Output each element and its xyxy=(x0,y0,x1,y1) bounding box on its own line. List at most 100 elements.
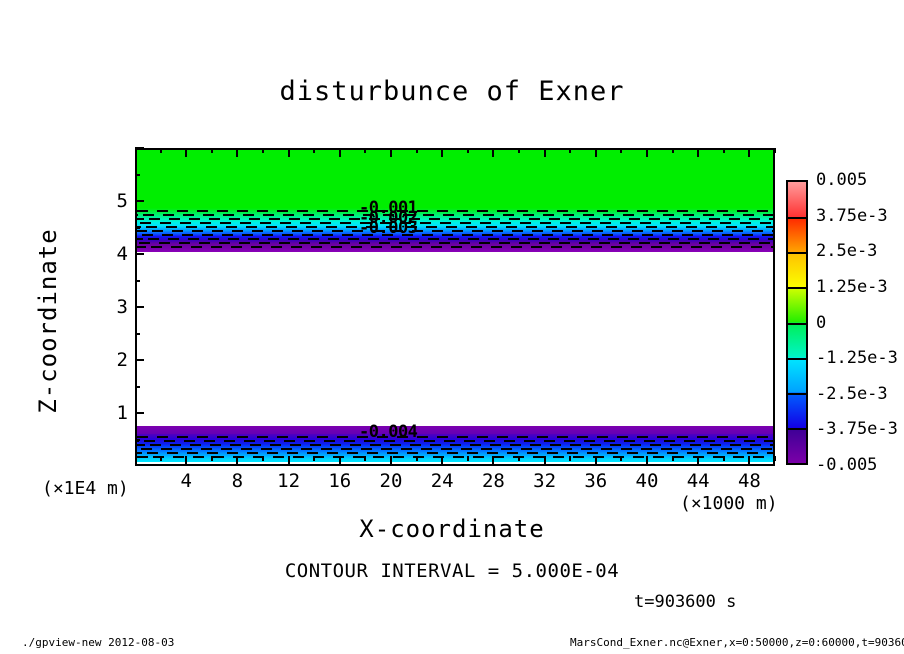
x-tick-minor xyxy=(364,148,367,153)
x-tick-minor xyxy=(620,148,623,153)
field-band-zero xyxy=(137,150,773,208)
y-axis-unit-label: (×1E4 m) xyxy=(42,478,129,499)
x-tick-major xyxy=(185,148,188,157)
x-tick-major xyxy=(697,456,700,465)
y-tick-major xyxy=(135,306,144,308)
x-tick-minor xyxy=(313,456,316,461)
x-tick-label: 28 xyxy=(481,470,505,492)
x-tick-minor xyxy=(313,148,316,153)
colorbar-tick-label: 3.75e-3 xyxy=(816,205,888,226)
colorbar-separator xyxy=(788,392,806,395)
x-tick-label: 36 xyxy=(584,470,608,492)
field-band-upper-purple xyxy=(137,244,773,252)
x-tick-minor xyxy=(671,148,674,153)
y-axis-title: Z-coordinate xyxy=(34,228,62,414)
contour-value-label: -0.002 xyxy=(359,208,418,228)
contour-value-label: -0.003 xyxy=(359,218,418,238)
page-title: disturbunce of Exner xyxy=(279,76,625,107)
x-tick-minor xyxy=(466,456,469,461)
x-tick-major xyxy=(594,456,597,465)
x-tick-major xyxy=(441,148,444,157)
colorbar-tick-label: 0 xyxy=(816,312,827,333)
y-tick-minor xyxy=(135,173,140,176)
x-tick-minor xyxy=(722,456,725,461)
x-tick-major xyxy=(594,148,597,157)
y-tick-label: 2 xyxy=(116,349,128,371)
contour-value-label: -0.001 xyxy=(359,198,418,218)
x-tick-minor xyxy=(159,456,162,461)
x-tick-minor xyxy=(569,148,572,153)
x-tick-minor xyxy=(466,148,469,153)
colorbar-tick-label: -1.25e-3 xyxy=(816,348,898,369)
y-axis-ticks xyxy=(135,147,145,466)
x-tick-minor xyxy=(518,456,520,461)
colorbar-separator xyxy=(788,427,806,430)
y-tick-label: 5 xyxy=(116,190,128,212)
x-tick-major xyxy=(646,148,648,157)
y-tick-label: 3 xyxy=(116,296,128,318)
y-tick-minor xyxy=(135,385,140,388)
y-tick-major xyxy=(135,253,144,255)
y-tick-minor xyxy=(135,226,140,229)
y-tick-minor xyxy=(135,279,140,282)
x-tick-major xyxy=(543,456,546,465)
x-tick-minor xyxy=(159,148,162,153)
y-tick-major xyxy=(135,412,144,414)
colorbar-tick-label: 1.25e-3 xyxy=(816,276,888,297)
x-tick-minor xyxy=(415,148,418,153)
y-tick-major xyxy=(135,200,144,202)
x-tick-major xyxy=(748,148,751,157)
x-tick-minor xyxy=(518,148,520,153)
x-tick-major xyxy=(236,148,239,157)
x-tick-label: 16 xyxy=(328,470,352,492)
x-tick-major xyxy=(748,456,751,465)
colorbar-separator xyxy=(788,322,806,325)
colorbar-separator xyxy=(788,217,806,220)
x-tick-minor xyxy=(774,148,776,153)
colorbar-separator xyxy=(788,287,806,290)
x-tick-major xyxy=(236,456,239,465)
x-tick-label: 32 xyxy=(533,470,557,492)
x-axis-ticks-bottom xyxy=(135,456,776,466)
x-tick-major xyxy=(492,148,495,157)
colorbar-tick-label: -3.75e-3 xyxy=(816,419,898,440)
x-tick-major xyxy=(185,456,188,465)
x-tick-major xyxy=(338,148,341,157)
colorbar-separator xyxy=(788,357,806,360)
x-tick-label: 48 xyxy=(737,470,761,492)
x-tick-minor xyxy=(262,456,264,461)
x-tick-minor xyxy=(415,456,418,461)
colorbar-tick-label: 0.005 xyxy=(816,170,868,190)
x-tick-minor xyxy=(364,456,367,461)
y-tick-major xyxy=(135,359,144,361)
colorbar-tick-label: 2.5e-3 xyxy=(816,241,878,262)
x-tick-minor xyxy=(774,456,776,461)
x-tick-label: 4 xyxy=(180,470,192,492)
x-tick-major xyxy=(441,456,444,465)
x-tick-label: 12 xyxy=(277,470,301,492)
timestamp-label: t=903600 s xyxy=(634,592,737,612)
y-tick-label: 4 xyxy=(116,243,128,265)
x-tick-minor xyxy=(262,148,264,153)
y-tick-major xyxy=(135,147,144,149)
x-tick-major xyxy=(646,456,648,465)
x-tick-major xyxy=(287,148,290,157)
x-tick-minor xyxy=(569,456,572,461)
x-tick-minor xyxy=(210,148,213,153)
x-tick-label: 20 xyxy=(379,470,403,492)
x-tick-major xyxy=(390,148,392,157)
x-tick-major xyxy=(492,456,495,465)
colorbar-tick-label: -2.5e-3 xyxy=(816,383,888,404)
x-axis-unit-label: (×1000 m) xyxy=(680,493,778,514)
contour-interval-note: CONTOUR INTERVAL = 5.000E-04 xyxy=(284,560,620,582)
x-tick-major xyxy=(287,456,290,465)
x-axis-title: X-coordinate xyxy=(359,515,545,543)
footer-command: ./gpview-new 2012-08-03 xyxy=(22,636,175,649)
x-tick-label: 24 xyxy=(430,470,454,492)
y-tick-minor xyxy=(135,438,140,441)
field-band-upper-gradient xyxy=(137,208,773,244)
field-band-lower-purple xyxy=(137,426,773,434)
colorbar-tick-label: -0.005 xyxy=(816,455,878,475)
colorbar-separator xyxy=(788,252,806,255)
y-tick-label: 1 xyxy=(116,402,128,424)
